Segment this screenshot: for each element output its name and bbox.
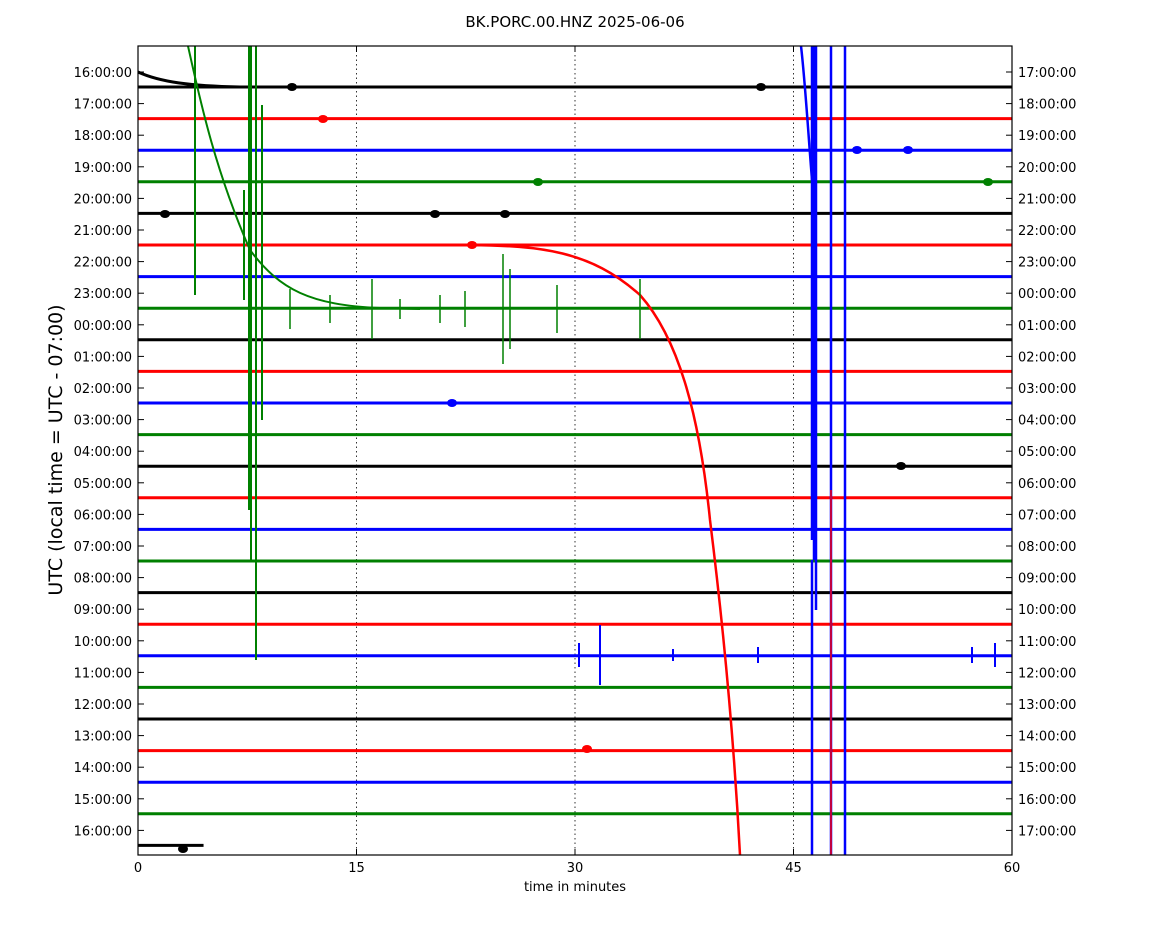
y-tick-label-right: 10:00:00 xyxy=(1018,603,1076,618)
y-tick-label-left: 15:00:00 xyxy=(74,793,132,808)
y-tick-label-right: 17:00:00 xyxy=(1018,824,1076,839)
y-tick-label-right: 07:00:00 xyxy=(1018,508,1076,523)
y-tick-label-left: 03:00:00 xyxy=(74,414,132,429)
y-tick-label-right: 01:00:00 xyxy=(1018,319,1076,334)
event-blob xyxy=(160,210,170,218)
y-tick-label-right: 23:00:00 xyxy=(1018,256,1076,271)
y-tick-label-left: 08:00:00 xyxy=(74,572,132,587)
event-blob xyxy=(896,462,906,470)
event-blob xyxy=(533,178,543,186)
event-spikes xyxy=(160,45,996,855)
y-tick-label-right: 18:00:00 xyxy=(1018,98,1076,113)
y-tick-label-right: 17:00:00 xyxy=(1018,66,1076,81)
trace-start-curve xyxy=(137,70,241,89)
chart-title: BK.PORC.00.HNZ 2025-06-06 xyxy=(465,13,684,31)
x-tick-label: 0 xyxy=(134,861,142,876)
plot-frame xyxy=(137,45,1013,856)
y-tick-label-left: 09:00:00 xyxy=(74,603,132,618)
event-blob xyxy=(756,83,766,91)
y-tick-label-left: 21:00:00 xyxy=(74,224,132,239)
y-tick-label-right: 06:00:00 xyxy=(1018,477,1076,492)
event-blob xyxy=(318,115,328,123)
grid-lines xyxy=(356,46,794,855)
y-tick-label-right: 16:00:00 xyxy=(1018,793,1076,808)
event-blob xyxy=(852,146,862,154)
x-axis-label: time in minutes xyxy=(524,880,626,895)
axes: 0 15 30 45 60 16:00:00 17:00:00 17:00:00 18:00:0… xyxy=(74,46,1076,876)
y-tick-label-right: 04:00:00 xyxy=(1018,414,1076,429)
y-tick-label-right: 00:00:00 xyxy=(1018,287,1076,302)
y-tick-label-right: 02:00:00 xyxy=(1018,350,1076,365)
y-tick-label-left: 14:00:00 xyxy=(74,761,132,776)
y-tick-label-right: 11:00:00 xyxy=(1018,635,1076,650)
event-blob xyxy=(178,845,188,853)
y-tick-label-left: 01:00:00 xyxy=(74,350,132,365)
y-axis-label: UTC (local time = UTC - 07:00) xyxy=(45,304,67,595)
y-tick-label-right: 08:00:00 xyxy=(1018,540,1076,555)
event-blob xyxy=(500,210,510,218)
y-tick-label-left: 18:00:00 xyxy=(74,129,132,144)
y-tick-label-left: 16:00:00 xyxy=(74,66,132,81)
y-tick-label-right: 12:00:00 xyxy=(1018,666,1076,681)
x-tick-label: 60 xyxy=(1004,861,1021,876)
x-tick-label: 45 xyxy=(785,861,802,876)
y-tick-label-left: 06:00:00 xyxy=(74,508,132,523)
event-blob xyxy=(287,83,297,91)
y-tick-label-left: 05:00:00 xyxy=(74,477,132,492)
y-tick-label-right: 22:00:00 xyxy=(1018,224,1076,239)
event-blob xyxy=(447,399,457,407)
y-tick-label-left: 02:00:00 xyxy=(74,382,132,397)
event-blob xyxy=(582,745,592,753)
y-tick-label-right: 19:00:00 xyxy=(1018,129,1076,144)
y-tick-label-right: 09:00:00 xyxy=(1018,572,1076,587)
y-tick-label-right: 03:00:00 xyxy=(1018,382,1076,397)
y-tick-label-right: 21:00:00 xyxy=(1018,192,1076,207)
y-tick-label-left: 00:00:00 xyxy=(74,319,132,334)
y-tick-label-left: 10:00:00 xyxy=(74,635,132,650)
y-tick-label-right: 13:00:00 xyxy=(1018,698,1076,713)
y-tick-label-right: 14:00:00 xyxy=(1018,730,1076,745)
y-tick-label-left: 17:00:00 xyxy=(74,98,132,113)
y-tick-label-right: 05:00:00 xyxy=(1018,445,1076,460)
event-blob xyxy=(983,178,993,186)
red-drift-trace xyxy=(469,243,742,856)
event-blob xyxy=(467,241,477,249)
x-tick-label: 15 xyxy=(348,861,365,876)
blue-spike-curve xyxy=(799,45,814,181)
event-blob xyxy=(903,146,913,154)
x-tick-label: 30 xyxy=(567,861,584,876)
y-tick-label-left: 22:00:00 xyxy=(74,256,132,271)
y-tick-label-left: 16:00:00 xyxy=(74,824,132,839)
y-tick-label-left: 20:00:00 xyxy=(74,192,132,207)
y-tick-label-left: 19:00:00 xyxy=(74,161,132,176)
y-tick-label-left: 13:00:00 xyxy=(74,730,132,745)
y-tick-label-right: 15:00:00 xyxy=(1018,761,1076,776)
y-tick-label-left: 11:00:00 xyxy=(74,666,132,681)
y-tick-label-right: 20:00:00 xyxy=(1018,161,1076,176)
event-blob xyxy=(430,210,440,218)
y-tick-label-left: 07:00:00 xyxy=(74,540,132,555)
y-tick-label-left: 04:00:00 xyxy=(74,445,132,460)
y-tick-label-left: 12:00:00 xyxy=(74,698,132,713)
y-tick-label-left: 23:00:00 xyxy=(74,287,132,302)
seismic-traces xyxy=(137,45,1012,856)
